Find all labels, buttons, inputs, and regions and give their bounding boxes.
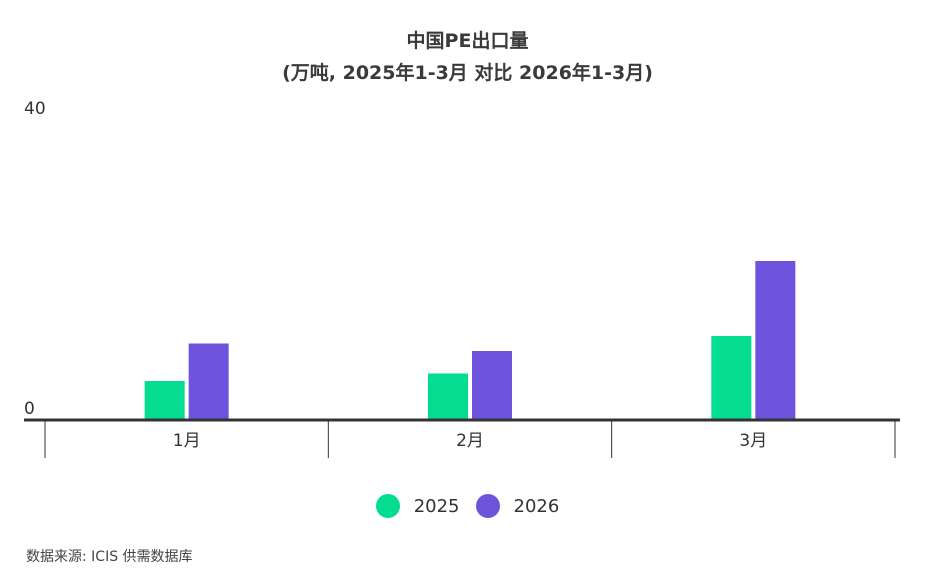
x-tick-label: 1月: [173, 431, 201, 451]
chart-title: 中国PE出口量: [406, 30, 529, 52]
x-tick-label: 3月: [739, 431, 767, 451]
bar-2026-3月: [755, 261, 796, 420]
bar-2026-2月: [472, 351, 512, 420]
legend-swatch-2025: [375, 494, 400, 518]
y-tick-label: 40: [24, 99, 46, 119]
bar-chart: 0 40 1月 2月 3月: [24, 99, 900, 458]
legend-item-2026[interactable]: 2026: [475, 494, 560, 518]
bar-2026-1月: [188, 343, 229, 420]
legend-label-2026: 2026: [513, 495, 560, 517]
legend-swatch-2026: [475, 494, 500, 518]
legend-label-2025: 2025: [413, 495, 460, 517]
bar-2025-2月: [428, 373, 468, 420]
bar-2025-3月: [711, 336, 752, 420]
legend-item-2025[interactable]: 2025: [375, 494, 460, 518]
y-tick-label: 0: [24, 399, 35, 419]
chart-subtitle: (万吨, 2025年1-3月 对比 2026年1-3月): [282, 62, 653, 84]
x-tick-label: 2月: [456, 431, 484, 451]
bar-2025-1月: [144, 381, 185, 420]
source-note: 数据来源: ICIS 供需数据库: [26, 549, 193, 565]
legend: 2025 2026: [0, 494, 935, 518]
